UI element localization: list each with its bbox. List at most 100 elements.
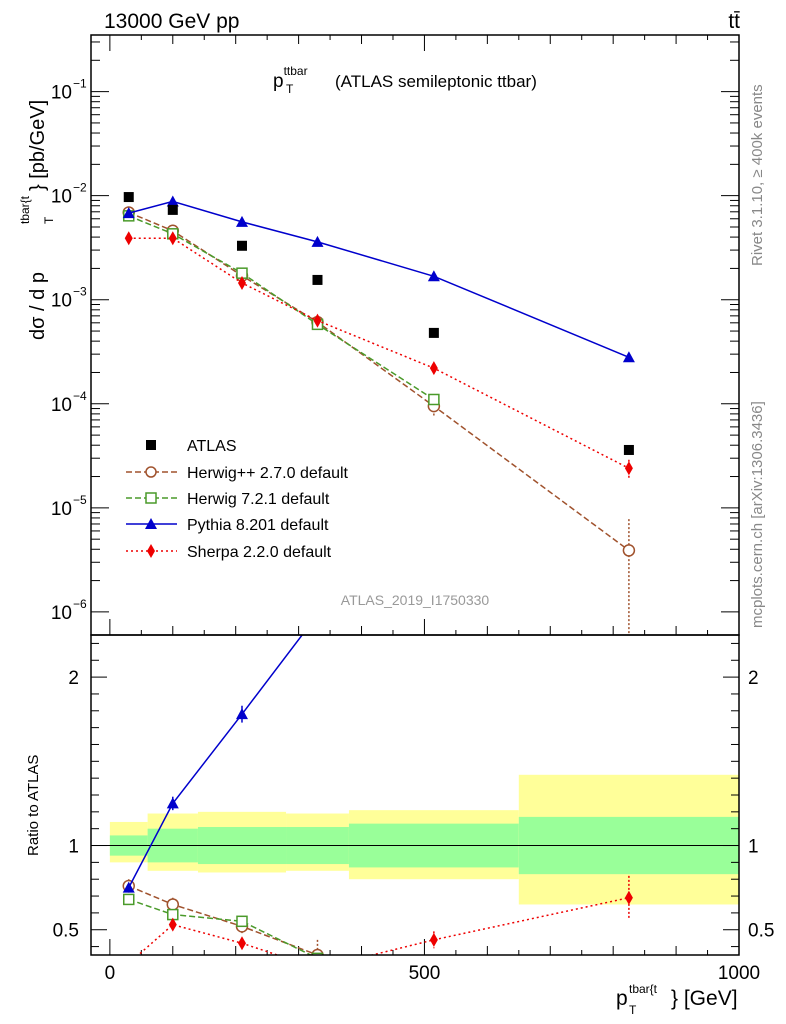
y-tick-exponent: −3 — [73, 285, 87, 299]
y-title-post: } [pb/GeV] — [27, 100, 49, 191]
ratio-tick-label-right: 2 — [748, 668, 759, 689]
series-line-herwig7 — [128, 215, 435, 401]
process-label: tt̄ — [728, 10, 740, 33]
data-point-herwigpp — [622, 544, 636, 557]
ratio-point-herwig7 — [122, 893, 135, 906]
ratio-point-pythia — [122, 881, 135, 893]
y-tick-label: 10 — [51, 603, 72, 624]
x-tick-label: 0 — [105, 963, 116, 984]
y-tick-label: 10 — [51, 291, 72, 312]
x-tick-label: 1000 — [718, 963, 760, 984]
data-point-pythia — [122, 207, 135, 219]
data-point-atlas — [236, 240, 247, 251]
ratio-tick-label-right: 0.5 — [748, 921, 774, 942]
data-point-sherpa — [237, 275, 246, 290]
y-axis-title-ratio: Ratio to ATLAS — [25, 755, 42, 856]
legend-item-sherpa: Sherpa 2.2.0 default — [126, 544, 332, 561]
mcplots-label: mcplots.cern.ch [arXiv:1306.3436] — [749, 401, 766, 628]
y-tick-label: 10 — [51, 499, 72, 520]
legend-item-atlas: ATLAS — [146, 438, 237, 455]
y-tick-label: 10 — [51, 187, 72, 208]
data-point-sherpa — [429, 361, 438, 376]
legend-label-atlas: ATLAS — [187, 438, 237, 455]
plot-title-base: p — [273, 71, 284, 92]
ratio-line-herwig7 — [128, 898, 313, 955]
ratio-point-sherpa — [624, 890, 633, 905]
legend: ATLAS Herwig++ 2.7.0 default Herwig 7.2.… — [126, 438, 349, 561]
ratio-point-herwigpp — [166, 898, 180, 911]
y-tick-label: 10 — [51, 395, 72, 416]
data-point-sherpa — [313, 313, 322, 328]
x-title-sub: T — [629, 1003, 637, 1017]
ratio-point-pythia — [166, 797, 179, 809]
y-title-sup: tbar{t — [18, 195, 32, 224]
x-title-base: p — [616, 987, 628, 1010]
series-line-pythia — [128, 200, 630, 358]
legend-label-herwig7: Herwig 7.2.1 default — [187, 491, 330, 508]
data-point-pythia — [427, 270, 440, 282]
legend-marker-pythia — [145, 518, 157, 529]
y-title-pre: dσ / d p — [27, 272, 49, 340]
legend-marker-herwig7 — [145, 492, 157, 504]
data-point-pythia — [166, 195, 179, 207]
legend-marker-atlas — [146, 440, 156, 450]
rivet-label: Rivet 3.1.10, ≥ 400k events — [749, 84, 766, 266]
ratio-tick-label-right: 1 — [748, 837, 759, 858]
ratio-uncertainty-bands — [109, 774, 739, 905]
x-tick-label: 500 — [409, 963, 441, 984]
data-point-sherpa — [124, 231, 133, 246]
legend-marker-sherpa — [147, 544, 155, 558]
top-panel-series — [122, 192, 636, 635]
ratio-point-herwig7 — [236, 915, 248, 928]
data-point-atlas — [167, 204, 178, 215]
ratio-tick-label: 2 — [68, 668, 79, 689]
legend-item-herwig7: Herwig 7.2.1 default — [126, 491, 330, 508]
ratio-line-sherpa — [137, 897, 630, 955]
plot-title-sup: ttbar — [284, 64, 308, 78]
plot-title: pttbar — [273, 64, 308, 92]
ratio-line-herwigpp — [128, 885, 318, 955]
ratio-panel-frame — [90, 634, 740, 956]
x-axis-title: p tbar{t T } [GeV] — [616, 982, 738, 1017]
legend-label-sherpa: Sherpa 2.2.0 default — [187, 544, 332, 561]
y-tick-exponent: −6 — [73, 597, 87, 611]
ratio-point-sherpa — [313, 961, 321, 975]
data-point-atlas — [123, 192, 134, 203]
data-point-atlas — [623, 444, 634, 455]
y-tick-label: 10 — [51, 83, 72, 104]
y-title-sub: T — [42, 216, 56, 224]
legend-item-pythia: Pythia 8.201 default — [126, 517, 329, 534]
legend-item-herwigpp: Herwig++ 2.7.0 default — [126, 465, 349, 482]
data-point-sherpa — [624, 461, 633, 476]
x-title-post: } [GeV] — [671, 987, 738, 1010]
legend-label-pythia: Pythia 8.201 default — [187, 517, 329, 534]
y-tick-exponent: −5 — [73, 493, 87, 507]
y-tick-exponent: −1 — [73, 77, 87, 91]
legend-label-herwigpp: Herwig++ 2.7.0 default — [187, 465, 349, 482]
ratio-panel-ticks: 0.5 0.5 1 1 2 2 0 500 1000 — [53, 642, 774, 984]
series-line-sherpa — [128, 237, 630, 469]
top-panel-ticks: 10−610−510−410−310−210−1 — [51, 35, 740, 635]
ratio-point-pythia — [311, 609, 323, 620]
ratio-point-pythia — [235, 708, 248, 720]
ratio-tick-label: 0.5 — [53, 921, 79, 942]
energy-label: 13000 GeV pp — [104, 10, 239, 33]
ratio-point-sherpa — [125, 956, 133, 970]
ratio-point-sherpa — [168, 917, 177, 932]
ratio-point-sherpa — [237, 936, 246, 951]
ratio-tick-label: 1 — [68, 837, 79, 858]
ratio-point-herwig7 — [311, 952, 324, 955]
data-point-atlas — [428, 327, 439, 338]
analysis-tag: ATLAS_2019_I1750330 — [341, 592, 490, 608]
ratio-point-sherpa — [429, 932, 438, 947]
data-point-herwig7 — [428, 393, 440, 406]
y-axis-title-top: dσ / d p tbar{t T } [pb/GeV] — [18, 100, 56, 340]
legend-marker-herwigpp — [145, 466, 157, 478]
plot-title-sub: T — [286, 82, 294, 96]
data-point-sherpa — [168, 231, 177, 246]
data-point-pythia — [622, 351, 635, 363]
y-tick-exponent: −4 — [73, 389, 87, 403]
data-point-pythia — [235, 215, 248, 227]
data-point-pythia — [311, 235, 324, 247]
